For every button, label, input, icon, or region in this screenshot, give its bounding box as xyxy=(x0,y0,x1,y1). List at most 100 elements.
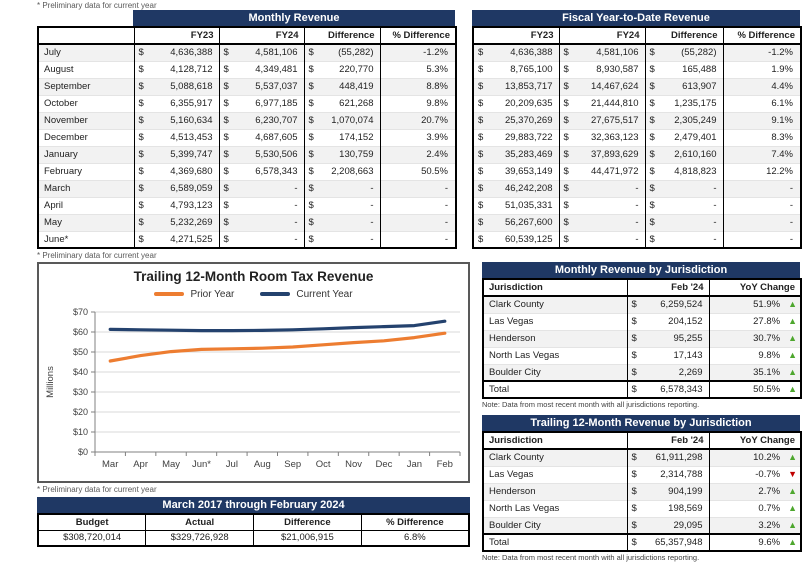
yoy-arrow-icon: ▲ xyxy=(788,299,797,310)
dollar-sign: $ xyxy=(138,149,144,160)
fy24-cell: $6,578,343 xyxy=(218,163,304,180)
dollar-sign: $ xyxy=(631,333,637,344)
dollar-sign: $ xyxy=(649,149,655,160)
table-row: $56,267,600 $ - $ - - xyxy=(473,214,801,231)
dollar-sign: $ xyxy=(631,384,637,395)
dollar-sign: $ xyxy=(138,115,144,126)
table-row: February $4,369,680 $6,578,343 $2,208,66… xyxy=(38,163,456,180)
table-row: November $5,160,634 $6,230,707 $1,070,07… xyxy=(38,112,456,129)
yoy-cell: 3.2% ▲ xyxy=(708,517,801,534)
pct-difference-cell: 6.1% xyxy=(722,95,801,112)
month-label: October xyxy=(44,98,78,109)
fy24-cell: $5,537,037 xyxy=(218,78,304,95)
dollar-sign: $ xyxy=(649,166,655,177)
table-row: Henderson $904,199 2.7% ▲ xyxy=(483,483,801,500)
dollar-sign: $ xyxy=(223,81,229,92)
fy24-cell: $32,363,123 xyxy=(558,129,645,146)
revenue-cell: $198,569 xyxy=(626,500,709,517)
pct-difference-cell: 50.5% xyxy=(379,163,456,180)
table-row: Las Vegas $2,314,788 -0.7% ▼ xyxy=(483,466,801,483)
svg-text:$20: $20 xyxy=(73,407,88,417)
pct-difference-cell: -1.2% xyxy=(722,44,801,61)
dollar-sign: $ xyxy=(649,132,655,143)
dollar-sign: $ xyxy=(308,233,314,245)
svg-text:Millions: Millions xyxy=(45,366,56,398)
jurisdiction-name: Henderson xyxy=(489,486,536,497)
yoy-arrow-icon: ▲ xyxy=(788,366,797,377)
fy23-cell: $6,589,059 xyxy=(133,180,219,197)
table-row: Clark County $61,911,298 10.2% ▲ xyxy=(483,449,801,466)
revenue-cell: $204,152 xyxy=(626,313,709,330)
svg-text:$10: $10 xyxy=(73,427,88,437)
difference-cell: $220,770 xyxy=(303,61,380,78)
fy24-cell: $ - xyxy=(558,231,645,248)
table-row: $25,370,269 $27,675,517 $2,305,249 9.1% xyxy=(473,112,801,129)
pct-difference-cell: - xyxy=(722,180,801,197)
table-row: October $6,355,917 $6,977,185 $621,268 9… xyxy=(38,95,456,112)
dollar-sign: $ xyxy=(478,200,484,211)
dollar-sign: $ xyxy=(631,299,637,311)
ytd-revenue-body: $4,636,388 $4,581,106 $ (55,282) -1.2% $8… xyxy=(473,44,801,248)
fy23-cell: $4,513,453 xyxy=(133,129,219,146)
monthly-revenue-title: Monthly Revenue xyxy=(133,10,455,26)
month-label: April xyxy=(44,200,64,211)
fy23-cell: $4,636,388 xyxy=(478,47,553,59)
pct-difference-cell: - xyxy=(722,197,801,214)
svg-text:May: May xyxy=(162,459,180,470)
dollar-sign: $ xyxy=(308,217,314,228)
yoy-arrow-icon: ▲ xyxy=(788,537,797,547)
revenue-cell: $95,255 xyxy=(626,330,709,347)
fy23-cell: $39,653,149 xyxy=(478,166,553,177)
col-fy23: FY23 xyxy=(473,27,559,45)
table-row: $8,765,100 $8,930,587 $165,488 1.9% xyxy=(473,61,801,78)
dollar-sign: $ xyxy=(138,81,144,92)
table-row: $51,035,331 $ - $ - - xyxy=(473,197,801,214)
difference-cell: $ - xyxy=(644,180,723,197)
monthly-revenue-table: FY23 FY24 Difference % Difference July $… xyxy=(37,26,457,249)
dollar-sign: $ xyxy=(138,217,144,228)
dollar-sign: $ xyxy=(649,98,655,109)
dollar-sign: $ xyxy=(478,183,484,194)
month-label: June* xyxy=(44,233,69,245)
dollar-sign: $ xyxy=(308,81,314,92)
col-jurisdiction: Jurisdiction xyxy=(483,279,627,297)
yoy-cell: 10.2% ▲ xyxy=(708,449,801,466)
svg-text:Sep: Sep xyxy=(284,459,301,470)
footnote-preliminary-mid: * Preliminary data for current year xyxy=(37,251,157,260)
current-year-line-icon xyxy=(260,292,291,296)
dollar-sign: $ xyxy=(308,64,314,75)
dollar-sign: $ xyxy=(631,452,637,464)
monthly-revenue-header-row: FY23 FY24 Difference % Difference xyxy=(38,27,456,45)
budget-header-row: Budget Actual Difference % Difference xyxy=(38,514,469,531)
dollar-sign: $ xyxy=(308,132,314,143)
dollar-sign: $ xyxy=(563,217,569,228)
footnote-preliminary-top: * Preliminary data for current year xyxy=(37,1,157,10)
table-row: January $5,399,747 $5,530,506 $130,759 2… xyxy=(38,146,456,163)
budget-table-title: March 2017 through February 2024 xyxy=(37,497,470,513)
pct-difference-cell: 3.9% xyxy=(379,129,456,146)
fy24-cell: $ - xyxy=(558,197,645,214)
jurisdiction-name: North Las Vegas xyxy=(489,350,560,361)
total-label: Total xyxy=(489,384,510,395)
fy23-cell: $5,088,618 xyxy=(133,78,219,95)
fy23-cell: $29,883,722 xyxy=(478,132,553,143)
yoy-arrow-icon: ▼ xyxy=(788,469,797,479)
difference-cell: $2,479,401 xyxy=(644,129,723,146)
svg-text:Jun*: Jun* xyxy=(192,459,211,470)
table-row: December $4,513,453 $4,687,605 $174,152 … xyxy=(38,129,456,146)
difference-cell: $165,488 xyxy=(644,61,723,78)
dollar-sign: $ xyxy=(631,366,637,378)
jurisdiction-header-row: Jurisdiction Feb '24 YoY Change xyxy=(483,279,801,297)
col-pct-difference: % Difference xyxy=(722,27,801,45)
trailing-jurisdiction-table: Jurisdiction Feb '24 YoY Change Clark Co… xyxy=(482,431,802,552)
pct-difference-cell: 4.4% xyxy=(722,78,801,95)
trailing-jurisdiction-body: Clark County $61,911,298 10.2% ▲ Las Vega… xyxy=(483,449,801,534)
revenue-cell: $6,259,524 xyxy=(626,296,709,313)
table-row: June* $4,271,525 $ - $ - - xyxy=(38,231,456,248)
svg-text:$30: $30 xyxy=(73,387,88,397)
dollar-sign: $ xyxy=(478,115,484,126)
pct-difference-cell: 12.2% xyxy=(722,163,801,180)
total-revenue-cell: $65,357,948 xyxy=(626,534,709,551)
dollar-sign: $ xyxy=(563,166,569,177)
budget-data-row: $308,720,014 $329,726,928 $21,006,915 6.… xyxy=(38,530,469,546)
